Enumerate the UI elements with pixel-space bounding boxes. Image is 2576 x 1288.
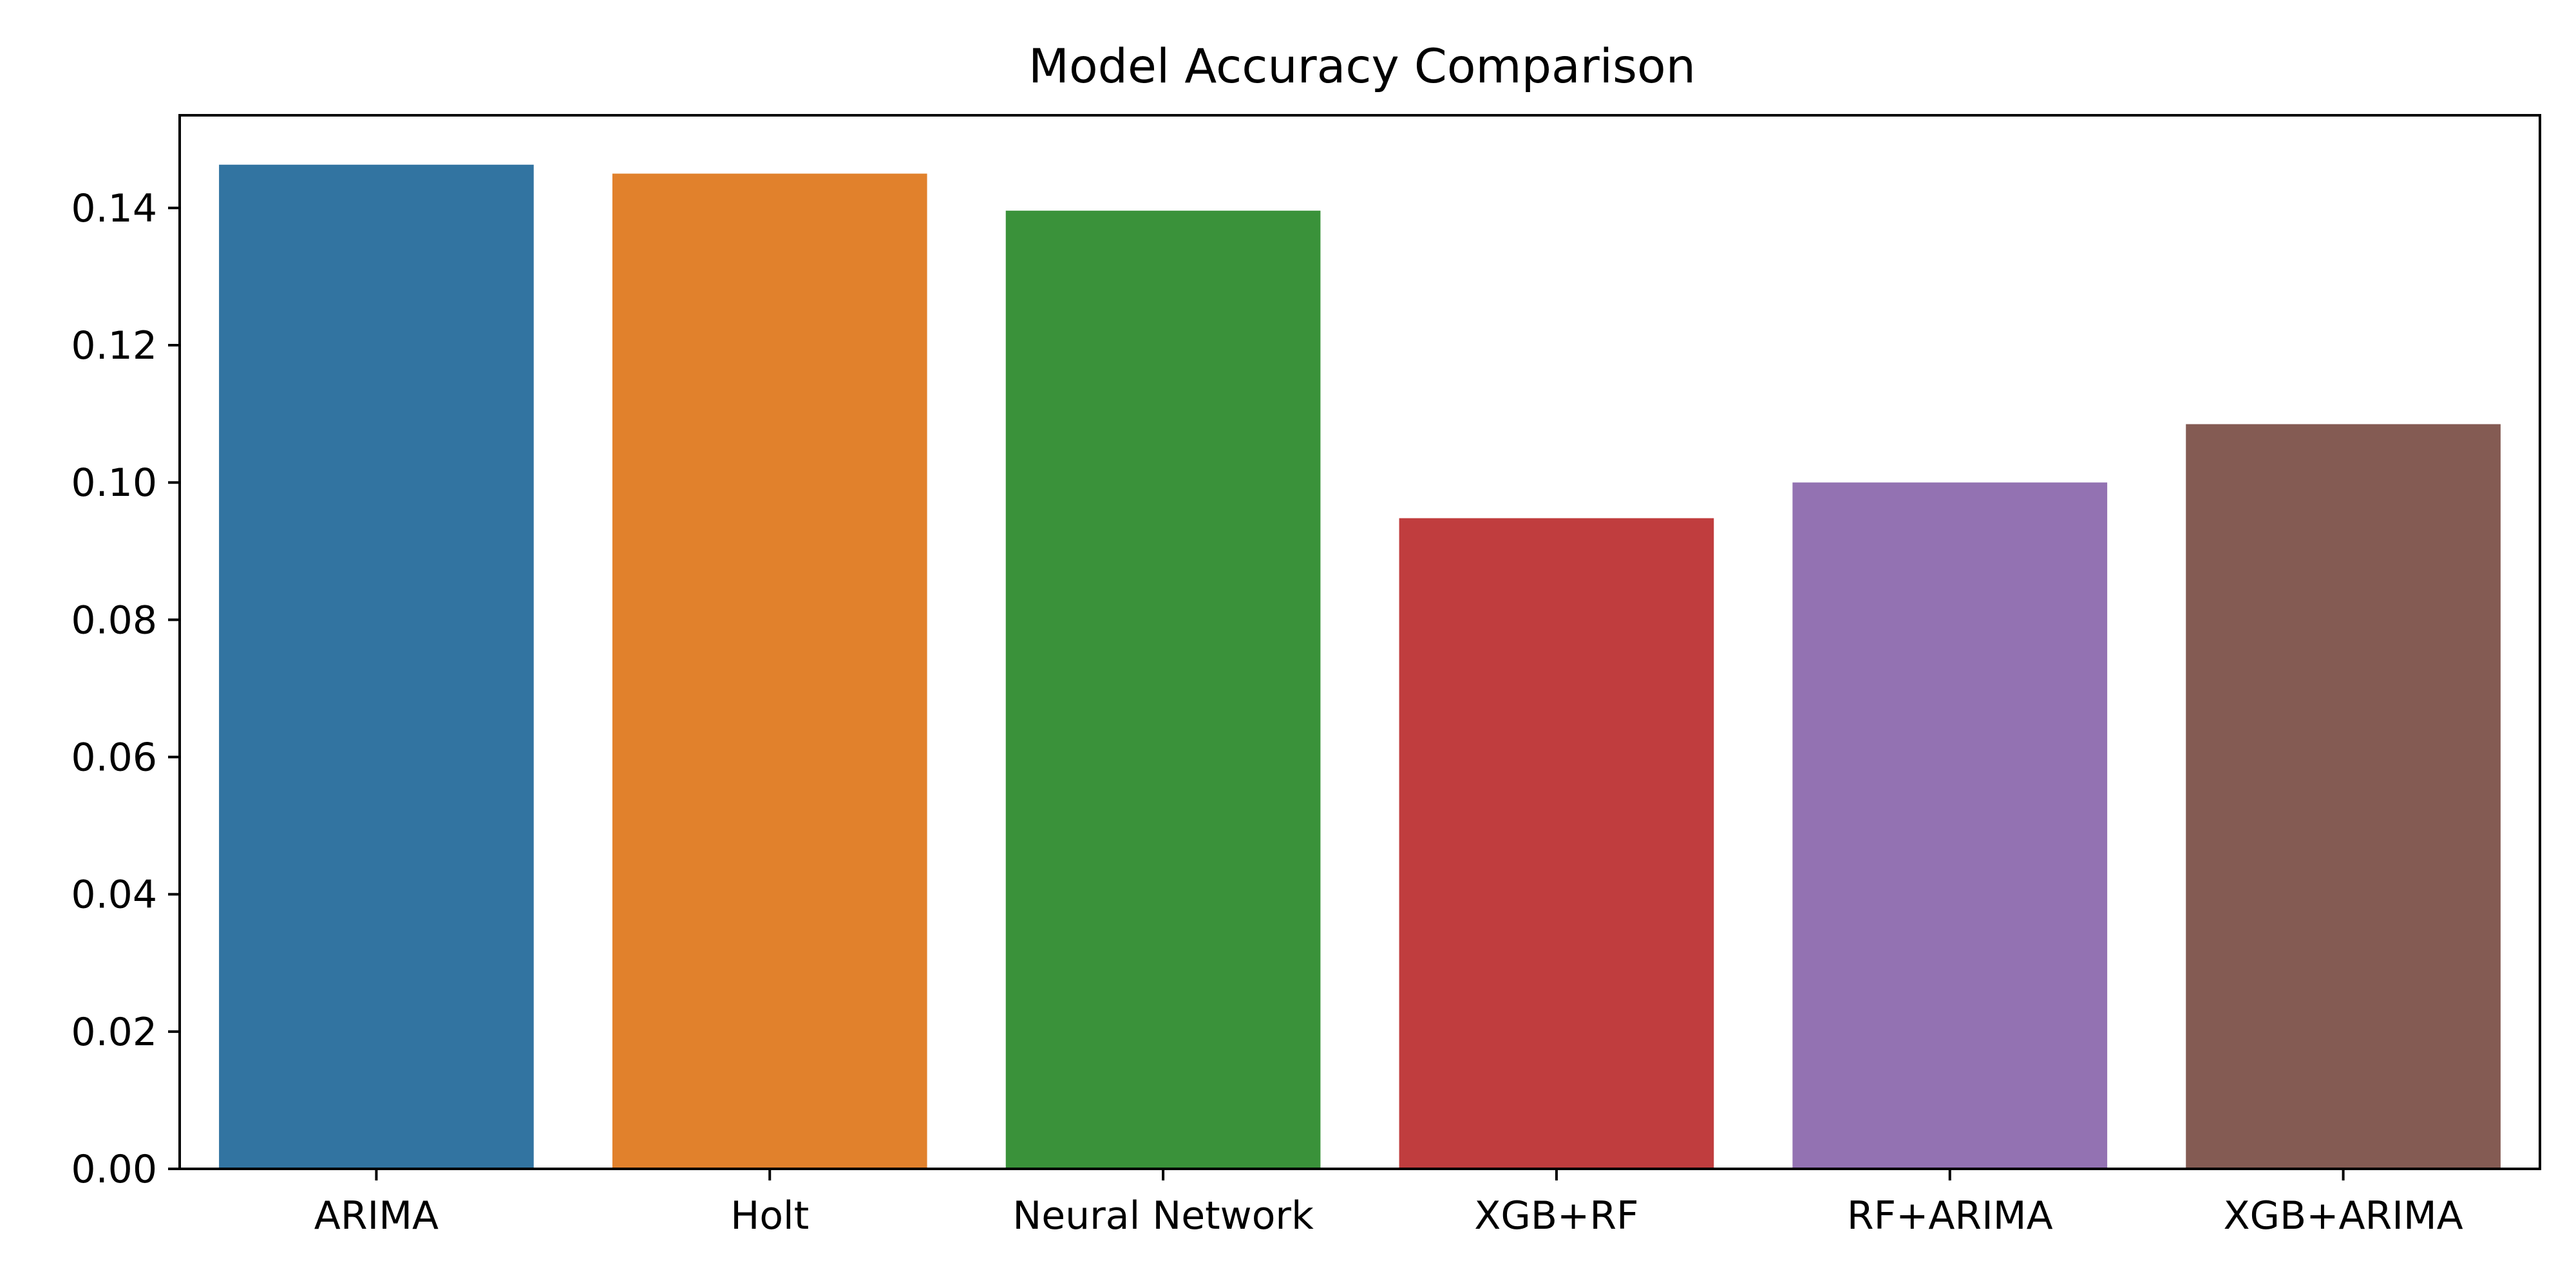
y-tick-label: 0.10 xyxy=(71,460,157,506)
x-tick-label: XGB+RF xyxy=(1474,1193,1638,1238)
y-axis: 0.00 0.02 0.04 0.06 0.08 0.10 0.12 0.14 xyxy=(71,186,180,1192)
x-tick-label: Holt xyxy=(730,1193,809,1238)
x-tick-label: RF+ARIMA xyxy=(1847,1193,2053,1238)
y-tick-label: 0.06 xyxy=(71,735,157,781)
x-axis: ARIMA Holt Neural Network XGB+RF RF+ARIMA XGB… xyxy=(314,1169,2463,1238)
y-tick-label: 0.08 xyxy=(71,598,157,643)
y-tick-label: 0.12 xyxy=(71,323,157,368)
bar-xgb-arima xyxy=(2186,424,2501,1169)
bars-group xyxy=(219,164,2501,1170)
y-tick-label: 0.04 xyxy=(71,873,157,918)
x-tick-label: ARIMA xyxy=(314,1193,439,1238)
bar-arima xyxy=(219,164,534,1170)
y-tick-label: 0.00 xyxy=(71,1147,157,1192)
bar-rf-arima xyxy=(1792,482,2108,1170)
y-tick-label: 0.02 xyxy=(71,1010,157,1055)
bar-xgb-rf xyxy=(1399,518,1714,1169)
x-tick-label: Neural Network xyxy=(1012,1193,1314,1238)
bar-neural-network xyxy=(1005,211,1321,1169)
chart-title: Model Accuracy Comparison xyxy=(1028,39,1696,94)
x-tick-label: XGB+ARIMA xyxy=(2223,1193,2463,1238)
plot-frame xyxy=(178,114,2541,1170)
y-tick-label: 0.14 xyxy=(71,186,157,231)
bar-holt xyxy=(612,173,927,1170)
